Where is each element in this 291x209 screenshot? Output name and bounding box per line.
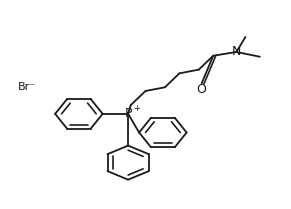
Text: Br⁻: Br⁻: [18, 82, 36, 92]
Text: P: P: [124, 107, 132, 120]
Text: N: N: [232, 46, 241, 59]
Text: +: +: [133, 103, 140, 112]
Text: O: O: [197, 83, 207, 96]
